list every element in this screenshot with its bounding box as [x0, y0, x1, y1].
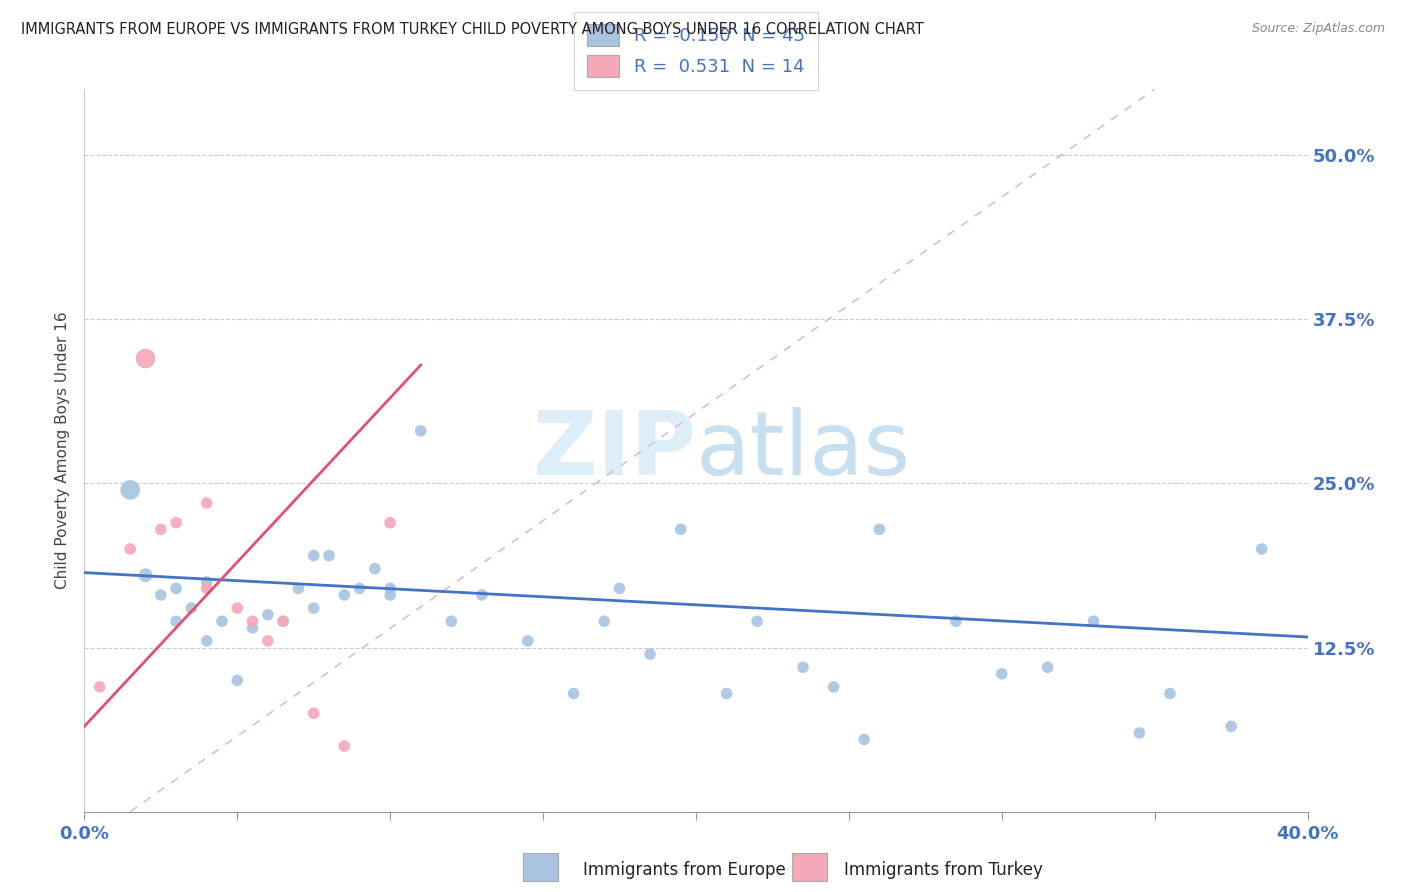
Legend: R = -0.150  N = 45, R =  0.531  N = 14: R = -0.150 N = 45, R = 0.531 N = 14 [574, 12, 818, 90]
Point [440, 614, 463, 628]
Point [380, 582, 402, 596]
Point [195, 574, 218, 589]
Point [409, 424, 432, 438]
Point [226, 601, 249, 615]
Point [271, 614, 294, 628]
Point [1159, 686, 1181, 700]
Point [1083, 614, 1105, 628]
Point [135, 351, 157, 366]
Point [1250, 541, 1272, 556]
Point [349, 582, 371, 596]
Point [135, 568, 157, 582]
Point [211, 614, 233, 628]
Point [149, 522, 172, 536]
Point [195, 496, 218, 510]
Point [165, 614, 187, 628]
Point [120, 541, 142, 556]
Text: atlas: atlas [696, 407, 911, 494]
Point [945, 614, 967, 628]
Point [669, 522, 692, 536]
Point [869, 522, 891, 536]
Point [318, 549, 340, 563]
Text: Immigrants from Turkey: Immigrants from Turkey [844, 861, 1042, 879]
Point [257, 634, 280, 648]
Point [747, 614, 769, 628]
Point [609, 582, 631, 596]
Point [302, 706, 325, 721]
Point [242, 621, 264, 635]
Point [165, 582, 187, 596]
Point [195, 634, 218, 648]
Point [716, 686, 738, 700]
Y-axis label: Child Poverty Among Boys Under 16: Child Poverty Among Boys Under 16 [55, 311, 70, 590]
Point [89, 680, 111, 694]
Point [364, 562, 387, 576]
Text: Immigrants from Europe: Immigrants from Europe [583, 861, 786, 879]
Point [380, 516, 402, 530]
Point [516, 634, 538, 648]
Point [302, 549, 325, 563]
Point [471, 588, 494, 602]
Point [242, 614, 264, 628]
Point [1220, 719, 1243, 733]
Point [1036, 660, 1059, 674]
Point [195, 582, 218, 596]
Point [792, 660, 814, 674]
Point [120, 483, 142, 497]
Point [287, 582, 309, 596]
Point [302, 601, 325, 615]
Point [180, 601, 202, 615]
Point [226, 673, 249, 688]
Point [823, 680, 845, 694]
Point [1128, 726, 1150, 740]
Point [165, 516, 187, 530]
Point [991, 666, 1014, 681]
Point [638, 647, 661, 661]
Point [853, 732, 876, 747]
Point [380, 588, 402, 602]
Point [593, 614, 616, 628]
Point [271, 614, 294, 628]
Text: IMMIGRANTS FROM EUROPE VS IMMIGRANTS FROM TURKEY CHILD POVERTY AMONG BOYS UNDER : IMMIGRANTS FROM EUROPE VS IMMIGRANTS FRO… [21, 22, 924, 37]
Point [333, 588, 356, 602]
Point [333, 739, 356, 753]
Text: Source: ZipAtlas.com: Source: ZipAtlas.com [1251, 22, 1385, 36]
Point [149, 588, 172, 602]
Point [562, 686, 585, 700]
Text: ZIP: ZIP [533, 407, 696, 494]
Point [257, 607, 280, 622]
